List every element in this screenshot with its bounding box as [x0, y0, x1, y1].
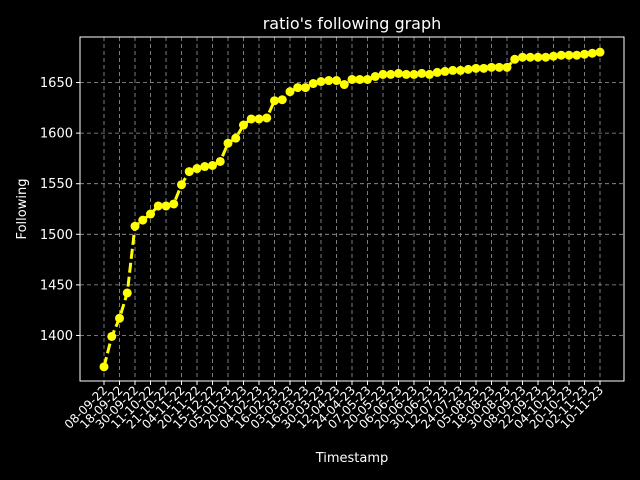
y-tick-label: 1550	[40, 177, 73, 192]
data-point-marker	[177, 180, 186, 190]
x-axis-label: Timestamp	[315, 451, 389, 466]
data-point-marker	[277, 95, 287, 105]
y-tick-label: 1500	[40, 228, 73, 243]
data-point-marker	[386, 69, 396, 79]
data-point-marker	[549, 51, 558, 61]
data-point-marker	[246, 114, 256, 124]
data-point-marker	[223, 138, 233, 148]
data-point-marker	[502, 62, 512, 72]
y-tick-label: 1450	[40, 278, 73, 293]
data-point-marker	[146, 209, 155, 219]
data-point-marker	[564, 50, 574, 60]
y-tick-label: 1600	[40, 127, 73, 142]
data-point-marker	[122, 288, 132, 298]
data-point-marker	[138, 215, 148, 225]
data-point-marker	[239, 120, 248, 130]
data-point-marker	[161, 201, 171, 211]
data-point-marker	[518, 52, 527, 62]
data-point-marker	[525, 52, 535, 62]
data-point-marker	[378, 69, 388, 79]
y-axis-label: Following	[15, 179, 30, 240]
data-point-marker	[355, 74, 365, 84]
y-axis-ticks: 1400 1450 1500 1550 1600 1650	[40, 76, 80, 344]
data-point-marker	[153, 201, 163, 211]
data-point-marker	[456, 65, 465, 75]
data-point-marker	[184, 167, 194, 177]
data-point-marker	[487, 62, 496, 72]
data-point-marker	[556, 50, 566, 60]
data-point-marker	[130, 221, 140, 231]
y-tick-label: 1400	[40, 329, 73, 344]
data-point-marker	[409, 69, 419, 79]
data-point-marker	[270, 96, 279, 106]
data-point-marker	[339, 80, 349, 90]
data-point-marker	[448, 65, 458, 75]
data-point-marker	[394, 68, 403, 78]
data-point-marker	[200, 162, 210, 172]
data-point-marker	[479, 63, 489, 73]
data-point-marker	[572, 50, 582, 60]
data-point-marker	[494, 62, 504, 72]
data-point-marker	[417, 68, 427, 78]
y-tick-label: 1650	[40, 76, 73, 91]
data-point-marker	[262, 113, 272, 123]
data-point-marker	[107, 331, 117, 341]
data-point-marker	[432, 67, 442, 77]
data-point-marker	[471, 63, 481, 73]
data-point-marker	[285, 87, 295, 97]
data-point-marker	[115, 313, 124, 323]
data-point-marker	[541, 52, 551, 62]
chart-title: ratio's following graph	[263, 14, 442, 33]
data-point-marker	[231, 133, 241, 143]
data-point-marker	[370, 71, 380, 81]
data-series	[99, 47, 605, 372]
data-point-marker	[208, 160, 217, 170]
data-point-marker	[324, 76, 334, 86]
data-point-marker	[510, 54, 520, 64]
data-point-marker	[293, 83, 303, 93]
data-point-marker	[595, 47, 605, 57]
data-point-marker	[99, 362, 109, 372]
data-point-marker	[347, 74, 357, 84]
data-point-marker	[363, 74, 372, 84]
data-point-marker	[401, 69, 411, 79]
data-point-marker	[533, 52, 543, 62]
data-point-marker	[192, 164, 202, 174]
x-axis-ticks: 08-09-2218-09-2230-09-2211-10-2221-10-22…	[62, 381, 606, 432]
data-point-marker	[463, 64, 473, 74]
data-point-marker	[332, 76, 341, 86]
data-point-marker	[215, 156, 225, 166]
data-point-marker	[425, 69, 434, 79]
data-point-marker	[254, 114, 264, 124]
data-point-marker	[316, 77, 326, 87]
data-point-marker	[440, 66, 450, 76]
data-point-marker	[580, 49, 589, 59]
data-point-marker	[301, 83, 310, 93]
data-point-marker	[308, 79, 318, 89]
data-point-marker	[587, 48, 597, 58]
data-point-marker	[169, 199, 179, 209]
